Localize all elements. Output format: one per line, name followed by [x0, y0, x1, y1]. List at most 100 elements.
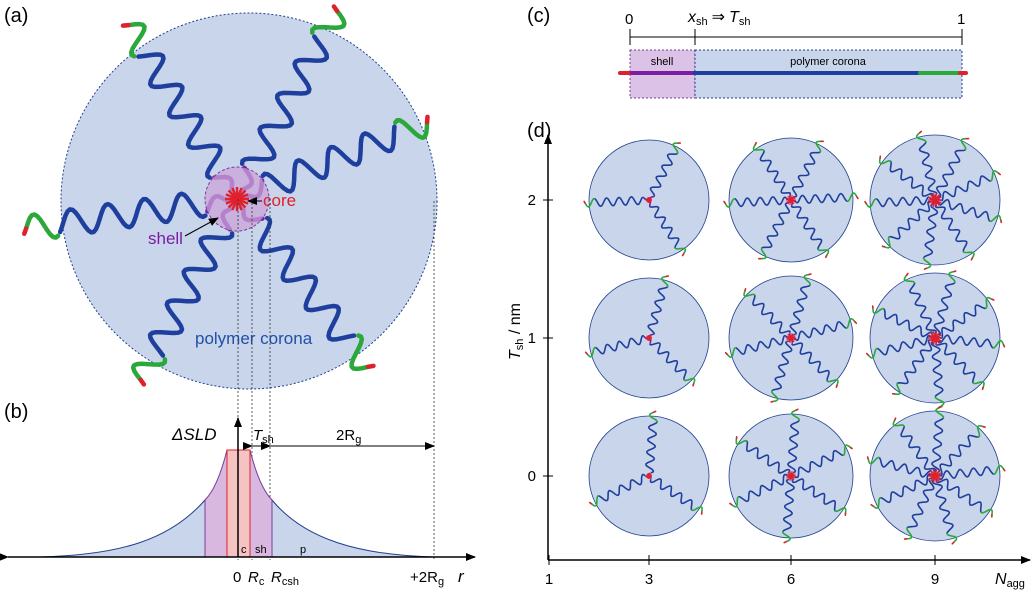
chain-segment	[759, 150, 791, 195]
unit: / nm	[507, 303, 524, 339]
chain-segment	[796, 321, 847, 342]
chain-end	[583, 200, 586, 204]
x-axis-label: r	[458, 567, 465, 586]
chain-segment	[781, 531, 791, 543]
chain-segment	[893, 382, 901, 395]
x-label: Rc	[248, 569, 265, 588]
chain-segment	[938, 466, 994, 481]
chain-segment	[923, 204, 939, 258]
chain-segment	[136, 52, 223, 180]
symbol: T	[507, 349, 524, 360]
chain-segment	[935, 406, 945, 419]
chain-segment	[735, 437, 748, 445]
chain-segment	[946, 533, 958, 544]
two-rg-label: 2Rg	[336, 427, 361, 446]
x-tick-label: 9	[931, 571, 939, 588]
subscript: agg	[1007, 578, 1025, 590]
chain-segment	[791, 409, 801, 421]
chain-segment	[931, 417, 944, 474]
chain-segment	[903, 274, 916, 284]
chain-end	[951, 541, 955, 545]
core-ray	[786, 473, 796, 479]
chain-segment	[771, 341, 793, 392]
chain-segment	[789, 284, 811, 335]
core	[225, 187, 249, 211]
shell-label: shell	[148, 229, 183, 248]
core-ray	[928, 472, 942, 480]
symbol: N	[995, 571, 1007, 588]
symbol: +2R	[410, 569, 438, 586]
chain-segment	[976, 425, 985, 438]
chain-segment	[746, 440, 791, 474]
chain-segment	[672, 142, 680, 154]
chain-segment	[960, 137, 968, 151]
chain-end	[864, 200, 867, 205]
core-label: core	[263, 191, 296, 210]
subscript: csh	[282, 576, 299, 588]
chain-segment	[972, 381, 985, 389]
chain-segment	[922, 257, 932, 270]
x-label: Rcsh	[271, 569, 299, 588]
panel-label: (c)	[527, 5, 550, 27]
start-label: 0	[625, 11, 633, 28]
chain-segment	[586, 346, 596, 358]
symbol: x	[687, 9, 697, 26]
chain-segment	[791, 205, 823, 250]
chain-segment	[730, 496, 740, 508]
chain-segment	[738, 473, 788, 503]
t-sh-label: Tsh	[253, 427, 274, 446]
y-tick-label: 2	[528, 192, 536, 209]
chain-segment	[935, 342, 976, 384]
chain-segment	[649, 153, 678, 197]
chain-segment	[948, 270, 956, 284]
subscript: g	[355, 434, 361, 446]
chain-end	[905, 272, 909, 276]
chain-end	[1002, 344, 1006, 348]
chain-segment	[900, 425, 937, 473]
chain-segment	[147, 231, 235, 358]
chain-end	[365, 363, 376, 370]
chain-segment	[752, 143, 765, 152]
chain-end	[120, 22, 131, 28]
chain-segment	[791, 342, 830, 382]
chain-segment	[595, 335, 644, 355]
chain-segment	[759, 247, 767, 260]
chain-segment	[126, 21, 147, 59]
chain-segment	[661, 275, 669, 288]
chain-end	[795, 408, 799, 411]
chain-segment	[867, 347, 878, 359]
chain-segment	[846, 192, 858, 203]
chain-segment	[892, 419, 905, 427]
micelle	[723, 137, 859, 263]
chain-segment	[794, 449, 844, 479]
region-label: c	[241, 544, 247, 556]
core-ray	[646, 198, 652, 202]
chain-end	[744, 288, 747, 292]
chain-end	[584, 351, 588, 355]
chain-segment	[648, 411, 658, 423]
micelle	[724, 273, 858, 403]
chain-end	[866, 456, 869, 460]
core-ray	[928, 334, 942, 342]
y-tick-label: 1	[528, 330, 536, 347]
x-tick-label: 6	[787, 571, 795, 588]
xsh-label: xsh ⇒ Tsh	[687, 9, 750, 28]
chain-end	[653, 410, 657, 413]
chain-segment	[791, 151, 821, 197]
panel-label: (a)	[4, 5, 28, 27]
chain-segment	[993, 464, 1005, 475]
chain-end	[783, 541, 787, 544]
chain-end	[754, 141, 758, 146]
x-axis-label: Nagg	[995, 571, 1025, 590]
chain-segment	[935, 478, 982, 513]
chain-end	[724, 351, 728, 355]
chain-segment	[876, 196, 930, 208]
subscript: sh	[262, 434, 274, 446]
subscript: sh	[696, 16, 708, 28]
chain-segment	[584, 197, 595, 208]
y-axis-label: Tsh / nm	[507, 303, 526, 360]
chain-segment	[649, 342, 687, 381]
chain-segment	[938, 434, 980, 477]
core-ray	[786, 335, 796, 341]
